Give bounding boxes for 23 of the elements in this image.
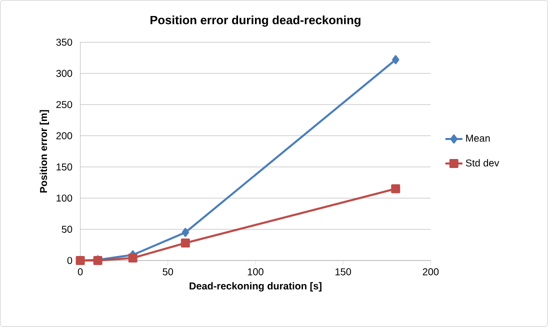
x-tick-label: 150 xyxy=(336,268,352,276)
y-tick-label: 350 xyxy=(56,38,72,46)
y-tick-label: 100 xyxy=(56,194,72,202)
chart-title: Position error during dead-reckoning xyxy=(150,16,360,27)
y-axis-title: Position error [m] xyxy=(40,110,50,193)
point xyxy=(391,184,400,194)
point xyxy=(180,238,190,248)
point xyxy=(392,55,400,64)
y-tick-label: 50 xyxy=(62,226,72,233)
point xyxy=(128,254,138,263)
x-tick-label: 100 xyxy=(248,268,264,276)
x-tick-label: 50 xyxy=(162,268,174,276)
y-tick-label: 200 xyxy=(56,132,72,140)
y-tick-label: 250 xyxy=(56,101,72,108)
y-tick-label: 0 xyxy=(67,257,72,264)
x-axis-title: Dead-reckoning duration [s] xyxy=(190,282,322,292)
point xyxy=(182,228,190,238)
x-tick-label: 0 xyxy=(78,268,83,276)
x-tick-label: 200 xyxy=(422,268,439,276)
y-tick-label: 150 xyxy=(56,164,72,171)
legend-label: Std dev xyxy=(466,159,500,167)
y-tick-label: 300 xyxy=(56,70,72,78)
legend-label: Mean xyxy=(466,134,490,142)
